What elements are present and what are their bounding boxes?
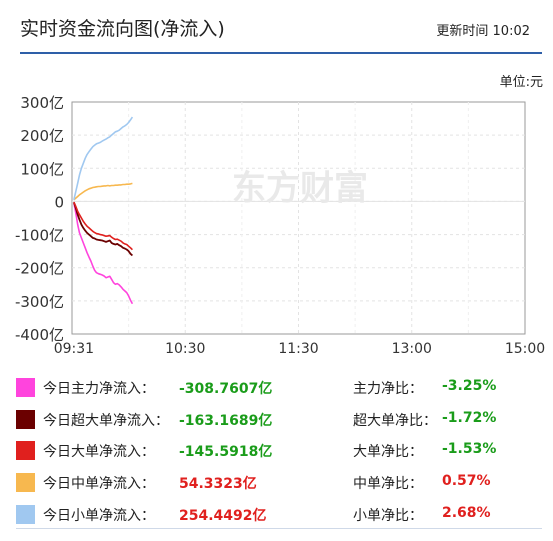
legend-swatch <box>16 473 35 492</box>
legend-label: 今日中单净流入： <box>43 476 155 492</box>
page-title: 实时资金流向图(净流入) <box>20 18 225 40</box>
y-tick-label: -400亿 <box>15 326 64 344</box>
legend-swatch <box>16 378 35 397</box>
x-tick-label: 09:31 <box>54 341 94 357</box>
legend-value: 54.3323亿 <box>179 476 257 492</box>
ratio-label: 超大单净比： <box>353 413 437 429</box>
y-tick-label: -100亿 <box>15 227 64 245</box>
x-tick-label: 13:00 <box>392 341 432 357</box>
legend-label: 今日超大单净流入： <box>43 413 169 429</box>
watermark-text: 东方财富 <box>232 168 368 208</box>
ratio-value: -1.72% <box>442 410 497 426</box>
legend-value: -145.5918亿 <box>179 444 273 460</box>
y-tick-label: -200亿 <box>15 260 64 278</box>
legend-swatch <box>16 505 35 524</box>
update-label: 更新时间 <box>436 24 489 39</box>
legend-swatch <box>16 441 35 460</box>
y-tick-label: 100亿 <box>20 160 64 178</box>
legend-label: 今日大单净流入： <box>43 444 155 460</box>
legend-value: -308.7607亿 <box>179 381 273 397</box>
legend-row-medium: 今日中单净流入： 54.3323亿 中单净比： 0.57% <box>16 468 546 498</box>
ratio-value: -3.25% <box>442 378 497 394</box>
header: 实时资金流向图(净流入) 更新时间 10:02 <box>0 0 553 54</box>
ratio-label: 大单净比： <box>353 444 423 460</box>
series-line <box>73 201 133 251</box>
update-time-value: 10:02 <box>492 24 530 39</box>
legend-row-large: 今日大单净流入： -145.5918亿 大单净比： -1.53% <box>16 436 546 466</box>
ratio-label: 小单净比： <box>353 508 423 524</box>
x-tick-label: 10:30 <box>165 341 205 357</box>
y-tick-label: 200亿 <box>20 127 64 145</box>
legend-label: 今日小单净流入： <box>43 508 155 524</box>
legend-row-super-large: 今日超大单净流入： -163.1689亿 超大单净比： -1.72% <box>16 405 546 435</box>
series-line <box>73 116 134 200</box>
ratio-label: 主力净比： <box>353 381 423 397</box>
header-divider <box>20 52 542 54</box>
legend-swatch <box>16 410 35 429</box>
series-line <box>73 202 134 257</box>
unit-label: 单位:元 <box>499 75 543 90</box>
x-tick-label: 11:30 <box>278 341 318 357</box>
ratio-value: 2.68% <box>442 505 491 521</box>
y-tick-label: 300亿 <box>20 94 64 112</box>
series-line <box>73 182 133 201</box>
legend-label: 今日主力净流入： <box>43 381 155 397</box>
y-tick-label: -300亿 <box>15 293 64 311</box>
legend-row-main: 今日主力净流入： -308.7607亿 主力净比： -3.25% <box>16 373 546 403</box>
series-line <box>73 202 134 305</box>
legend-value: 254.4492亿 <box>179 508 267 524</box>
x-tick-label: 15:00 <box>505 341 545 357</box>
legend-value: -163.1689亿 <box>179 413 273 429</box>
y-tick-label: 0 <box>54 193 64 211</box>
ratio-value: 0.57% <box>442 473 491 489</box>
legend-row-small: 今日小单净流入： 254.4492亿 小单净比： 2.68% <box>16 500 546 530</box>
ratio-label: 中单净比： <box>353 476 423 492</box>
update-time: 更新时间 10:02 <box>436 20 530 39</box>
ratio-value: -1.53% <box>442 441 497 457</box>
bottom-divider <box>16 528 542 529</box>
